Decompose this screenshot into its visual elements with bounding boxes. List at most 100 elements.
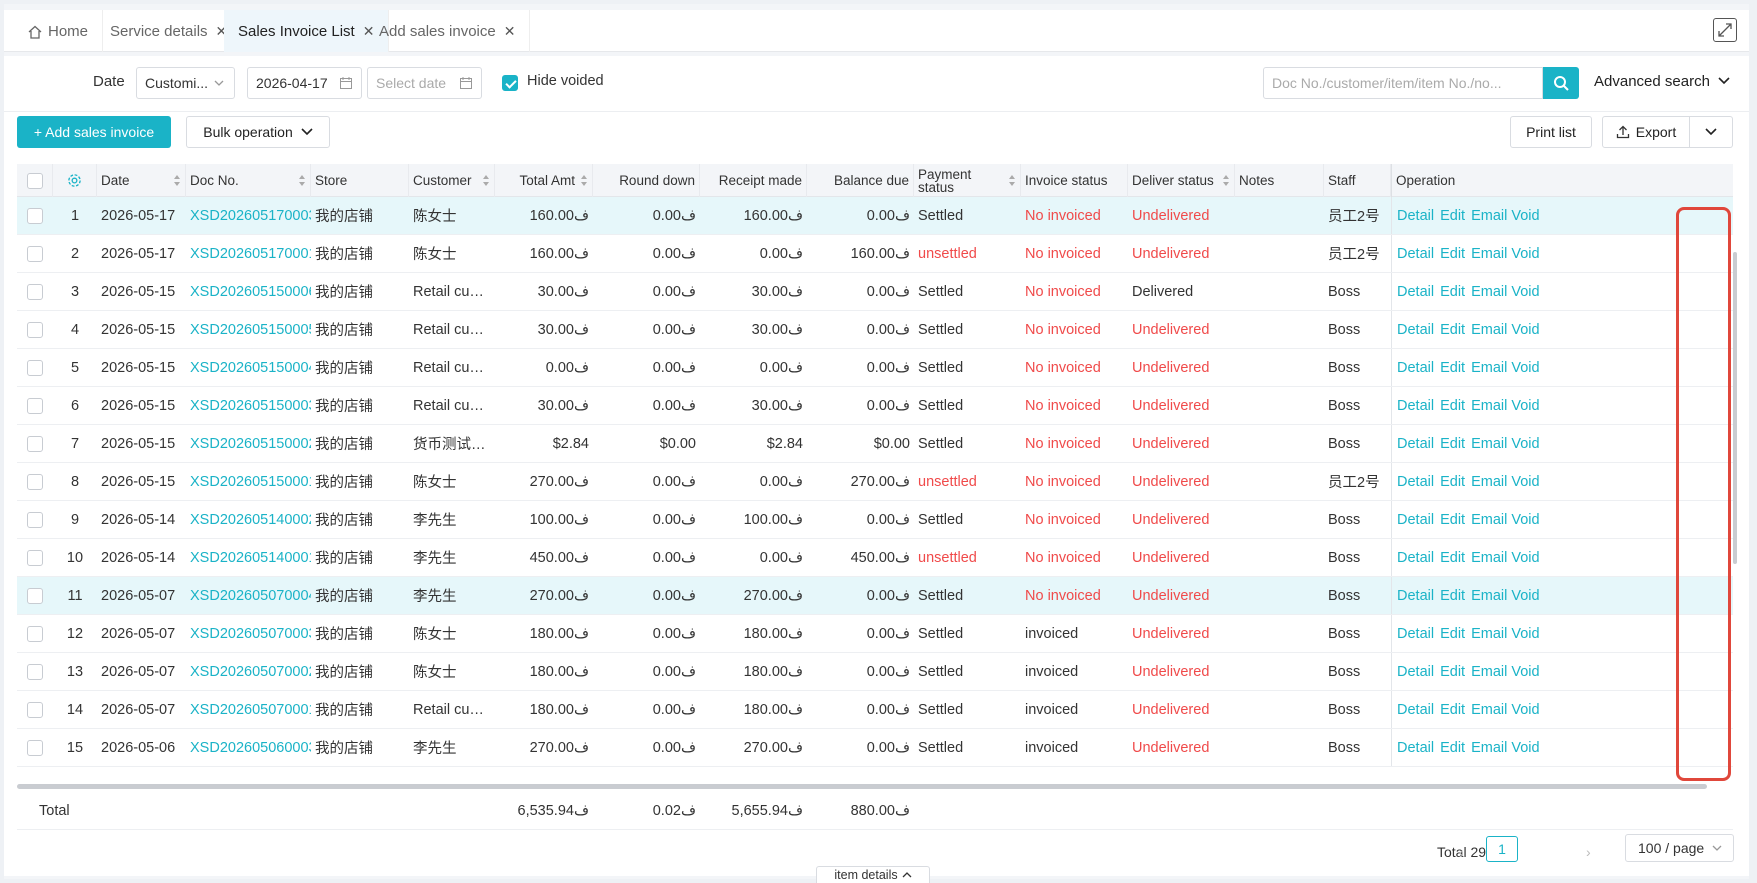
hide-voided-checkbox[interactable] — [502, 75, 518, 91]
date-type-select[interactable]: Customi... — [136, 67, 235, 99]
search-button[interactable] — [1543, 67, 1579, 99]
header-date[interactable]: Date — [97, 164, 186, 197]
cell-doc[interactable]: XSD202605060003 — [190, 739, 311, 756]
cell-doc-wrap[interactable]: XSD202605070002 — [186, 653, 311, 690]
row-checkbox[interactable] — [27, 435, 43, 452]
cell-doc[interactable]: XSD202605150005 — [190, 321, 311, 338]
detail-link[interactable]: Detail — [1397, 473, 1435, 490]
cell-doc[interactable]: XSD202605070004 — [190, 587, 311, 604]
item-details-toggle[interactable]: item details — [816, 866, 930, 883]
detail-link[interactable]: Detail — [1397, 587, 1435, 604]
email-link[interactable]: Email — [1471, 435, 1508, 452]
start-date-input[interactable]: 2026-04-17 — [247, 67, 362, 99]
email-link[interactable]: Email — [1471, 739, 1508, 756]
detail-link[interactable]: Detail — [1397, 321, 1435, 338]
cell-doc-wrap[interactable]: XSD202605150003 — [186, 387, 311, 424]
cell-doc[interactable]: XSD202605170003 — [190, 207, 311, 224]
header-total-amt[interactable]: Total Amt — [495, 164, 593, 197]
detail-link[interactable]: Detail — [1397, 701, 1435, 718]
edit-link[interactable]: Edit — [1440, 245, 1466, 262]
edit-link[interactable]: Edit — [1440, 359, 1466, 376]
close-icon[interactable]: ✕ — [215, 22, 228, 39]
email-link[interactable]: Email — [1471, 473, 1508, 490]
cell-doc-wrap[interactable]: XSD202605060003 — [186, 729, 311, 766]
row-checkbox[interactable] — [27, 207, 43, 224]
void-link[interactable]: Void — [1511, 397, 1540, 414]
table-row[interactable]: 5 2026-05-15 XSD202605150004 我的店铺 Retail cus… — [17, 349, 1733, 387]
edit-link[interactable]: Edit — [1440, 587, 1466, 604]
void-link[interactable]: Void — [1511, 321, 1540, 338]
cell-doc[interactable]: XSD202605070003 — [190, 625, 311, 642]
cell-doc-wrap[interactable]: XSD202605070003 — [186, 615, 311, 652]
email-link[interactable]: Email — [1471, 245, 1508, 262]
tab-add-sales-invoice[interactable]: Add sales invoice ✕ — [365, 10, 531, 52]
cell-doc-wrap[interactable]: XSD202605070004 — [186, 577, 311, 614]
edit-link[interactable]: Edit — [1440, 435, 1466, 452]
void-link[interactable]: Void — [1511, 625, 1540, 642]
email-link[interactable]: Email — [1471, 511, 1508, 528]
void-link[interactable]: Void — [1511, 701, 1540, 718]
cell-doc-wrap[interactable]: XSD202605140001 — [186, 539, 311, 576]
cell-doc[interactable]: XSD202605170001 — [190, 245, 311, 262]
void-link[interactable]: Void — [1511, 549, 1540, 566]
per-page-select[interactable]: 100 / page — [1625, 834, 1734, 862]
end-date-input[interactable]: Select date — [367, 67, 482, 99]
row-checkbox[interactable] — [27, 283, 43, 300]
edit-link[interactable]: Edit — [1440, 663, 1466, 680]
detail-link[interactable]: Detail — [1397, 397, 1435, 414]
table-row[interactable]: 14 2026-05-07 XSD202605070001 我的店铺 Retail cu… — [17, 691, 1733, 729]
table-row[interactable]: 4 2026-05-15 XSD202605150005 我的店铺 Retail cus… — [17, 311, 1733, 349]
cell-doc-wrap[interactable]: XSD202605170001 — [186, 235, 311, 272]
page-number-current[interactable]: 1 — [1486, 836, 1518, 862]
cell-doc[interactable]: XSD202605150001 — [190, 473, 311, 490]
void-link[interactable]: Void — [1511, 663, 1540, 680]
edit-link[interactable]: Edit — [1440, 511, 1466, 528]
detail-link[interactable]: Detail — [1397, 739, 1435, 756]
row-checkbox[interactable] — [27, 359, 43, 376]
email-link[interactable]: Email — [1471, 321, 1508, 338]
cell-doc[interactable]: XSD202605150006 — [190, 283, 311, 300]
email-link[interactable]: Email — [1471, 397, 1508, 414]
row-checkbox[interactable] — [27, 625, 43, 642]
select-all-checkbox[interactable] — [26, 172, 43, 189]
table-row[interactable]: 12 2026-05-07 XSD202605070003 我的店铺 陈女士 180.00… — [17, 615, 1733, 653]
export-button[interactable]: Export — [1602, 116, 1690, 148]
table-row[interactable]: 9 2026-05-14 XSD202605140002 我的店铺 李先生 100.00ف… — [17, 501, 1733, 539]
cell-doc-wrap[interactable]: XSD202605170003 — [186, 197, 311, 234]
edit-link[interactable]: Edit — [1440, 321, 1466, 338]
void-link[interactable]: Void — [1511, 283, 1540, 300]
row-checkbox[interactable] — [27, 511, 43, 528]
detail-link[interactable]: Detail — [1397, 549, 1435, 566]
prev-page-button[interactable]: ‹ — [1459, 844, 1464, 860]
row-checkbox[interactable] — [27, 397, 43, 414]
cell-doc[interactable]: XSD202605140002 — [190, 511, 311, 528]
tab-home[interactable]: Home — [14, 10, 104, 52]
close-icon[interactable]: ✕ — [362, 22, 375, 39]
row-checkbox[interactable] — [27, 549, 43, 566]
cell-doc[interactable]: XSD202605070001 — [190, 701, 311, 718]
table-row[interactable]: 13 2026-05-07 XSD202605070002 我的店铺 陈女士 180.00… — [17, 653, 1733, 691]
void-link[interactable]: Void — [1511, 359, 1540, 376]
cell-doc-wrap[interactable]: XSD202605140002 — [186, 501, 311, 538]
void-link[interactable]: Void — [1511, 587, 1540, 604]
tab-sales-invoice-list[interactable]: Sales Invoice List ✕ — [224, 10, 390, 52]
void-link[interactable]: Void — [1511, 435, 1540, 452]
detail-link[interactable]: Detail — [1397, 245, 1435, 262]
gear-icon[interactable] — [67, 173, 82, 188]
search-input[interactable]: Doc No./customer/item/item No./no... — [1263, 67, 1543, 99]
void-link[interactable]: Void — [1511, 739, 1540, 756]
cell-doc[interactable]: XSD202605150004 — [190, 359, 311, 376]
edit-link[interactable]: Edit — [1440, 625, 1466, 642]
cell-doc-wrap[interactable]: XSD202605070001 — [186, 691, 311, 728]
cell-doc-wrap[interactable]: XSD202605150004 — [186, 349, 311, 386]
void-link[interactable]: Void — [1511, 473, 1540, 490]
add-sales-invoice-button[interactable]: + Add sales invoice — [17, 116, 171, 148]
edit-link[interactable]: Edit — [1440, 473, 1466, 490]
row-checkbox[interactable] — [27, 473, 43, 490]
email-link[interactable]: Email — [1471, 625, 1508, 642]
email-link[interactable]: Email — [1471, 549, 1508, 566]
detail-link[interactable]: Detail — [1397, 359, 1435, 376]
fullscreen-button[interactable] — [1713, 18, 1737, 42]
row-checkbox[interactable] — [27, 245, 43, 262]
